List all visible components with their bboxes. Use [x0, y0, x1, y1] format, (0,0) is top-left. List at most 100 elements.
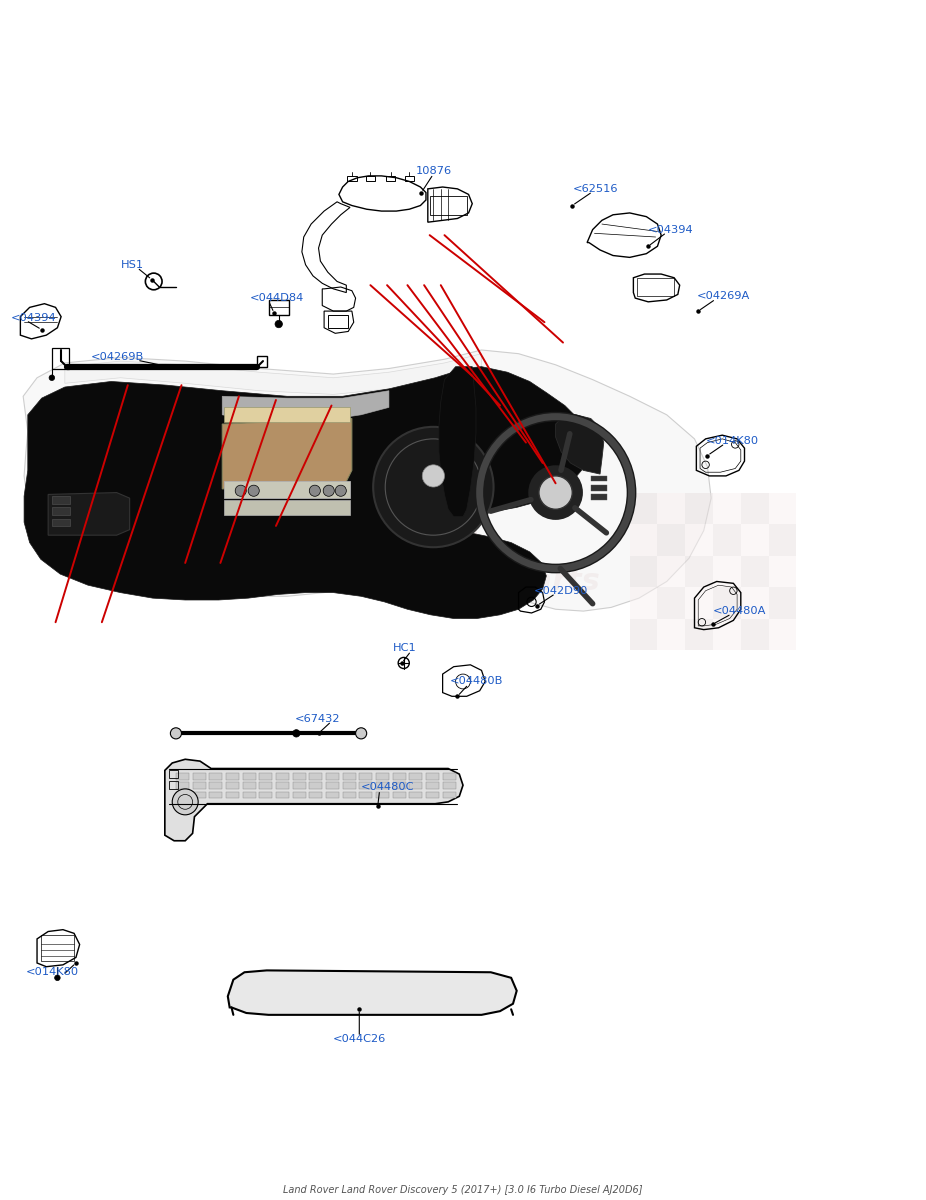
Polygon shape [228, 971, 517, 1015]
Bar [169, 781, 178, 788]
Bar [259, 773, 272, 780]
Bar [426, 792, 439, 798]
Bar [326, 792, 339, 798]
Bar [741, 587, 769, 618]
Circle shape [55, 976, 60, 980]
Circle shape [539, 476, 572, 509]
Bar [359, 773, 372, 780]
Bar [685, 556, 713, 587]
Bar [386, 176, 395, 181]
Bar [269, 300, 289, 314]
Bar [52, 508, 70, 515]
Circle shape [275, 320, 282, 328]
Bar [226, 782, 239, 788]
Circle shape [530, 467, 582, 518]
Text: <04480B: <04480B [450, 677, 504, 686]
Bar [713, 618, 741, 650]
Bar [328, 314, 348, 328]
Bar [426, 773, 439, 780]
Bar [243, 782, 256, 788]
Bar [741, 618, 769, 650]
Text: Parts: Parts [511, 566, 600, 596]
Polygon shape [48, 492, 130, 535]
Bar [630, 618, 657, 650]
Text: 10876: 10876 [415, 167, 452, 176]
Bar [293, 773, 306, 780]
Bar [591, 476, 607, 481]
Bar [591, 485, 607, 491]
Bar [741, 492, 769, 524]
Bar [393, 792, 406, 798]
Bar [769, 524, 796, 556]
Bar [430, 197, 467, 215]
Bar [226, 773, 239, 780]
Bar [52, 518, 70, 526]
Bar [347, 176, 357, 181]
Text: HC1: HC1 [393, 643, 417, 653]
Bar [276, 792, 289, 798]
Bar [52, 348, 69, 368]
Bar [393, 773, 406, 780]
Bar [52, 497, 70, 504]
Bar [193, 782, 206, 788]
Circle shape [235, 485, 246, 497]
Bar [41, 935, 74, 961]
Bar [259, 792, 272, 798]
Text: <014K80: <014K80 [26, 967, 79, 977]
Bar [409, 773, 422, 780]
Circle shape [170, 727, 181, 739]
Bar [741, 524, 769, 556]
Text: <04480C: <04480C [361, 782, 415, 792]
Bar [226, 792, 239, 798]
Bar [293, 782, 306, 788]
Bar [393, 782, 406, 788]
Bar [326, 782, 339, 788]
Bar [657, 587, 685, 618]
Bar [630, 587, 657, 618]
Circle shape [335, 485, 346, 497]
Bar [376, 773, 389, 780]
Bar [685, 587, 713, 618]
Bar [657, 524, 685, 556]
Bar [657, 556, 685, 587]
Text: <04394: <04394 [648, 224, 694, 235]
Bar [637, 277, 674, 296]
Bar [169, 770, 178, 778]
Bar [376, 792, 389, 798]
Polygon shape [222, 391, 389, 422]
Bar [224, 500, 350, 515]
Polygon shape [65, 354, 482, 395]
Bar [657, 492, 685, 524]
Text: <044C26: <044C26 [332, 1034, 386, 1044]
Bar [309, 782, 322, 788]
Bar [176, 773, 189, 780]
Bar [713, 556, 741, 587]
Bar [376, 782, 389, 788]
Polygon shape [23, 350, 711, 611]
Polygon shape [439, 367, 476, 517]
Bar [359, 782, 372, 788]
Circle shape [309, 485, 320, 497]
Bar [343, 782, 356, 788]
Bar [224, 407, 350, 422]
Bar [193, 792, 206, 798]
Bar [276, 782, 289, 788]
Circle shape [373, 427, 494, 547]
Bar [443, 792, 456, 798]
Bar [443, 773, 456, 780]
Text: <04269A: <04269A [696, 292, 750, 301]
Text: HS1: HS1 [120, 259, 144, 270]
Circle shape [49, 374, 55, 380]
Bar [443, 782, 456, 788]
Bar [657, 618, 685, 650]
Bar [293, 792, 306, 798]
Text: <04480A: <04480A [713, 606, 767, 616]
Text: <044D84: <044D84 [250, 293, 305, 304]
Bar [741, 556, 769, 587]
Bar [405, 176, 414, 181]
Text: Land Rover Land Rover Discovery 5 (2017+) [3.0 I6 Turbo Diesel AJ20D6]: Land Rover Land Rover Discovery 5 (2017+… [283, 1186, 643, 1195]
Circle shape [356, 727, 367, 739]
Bar [257, 355, 267, 367]
Bar [685, 492, 713, 524]
Bar [630, 556, 657, 587]
